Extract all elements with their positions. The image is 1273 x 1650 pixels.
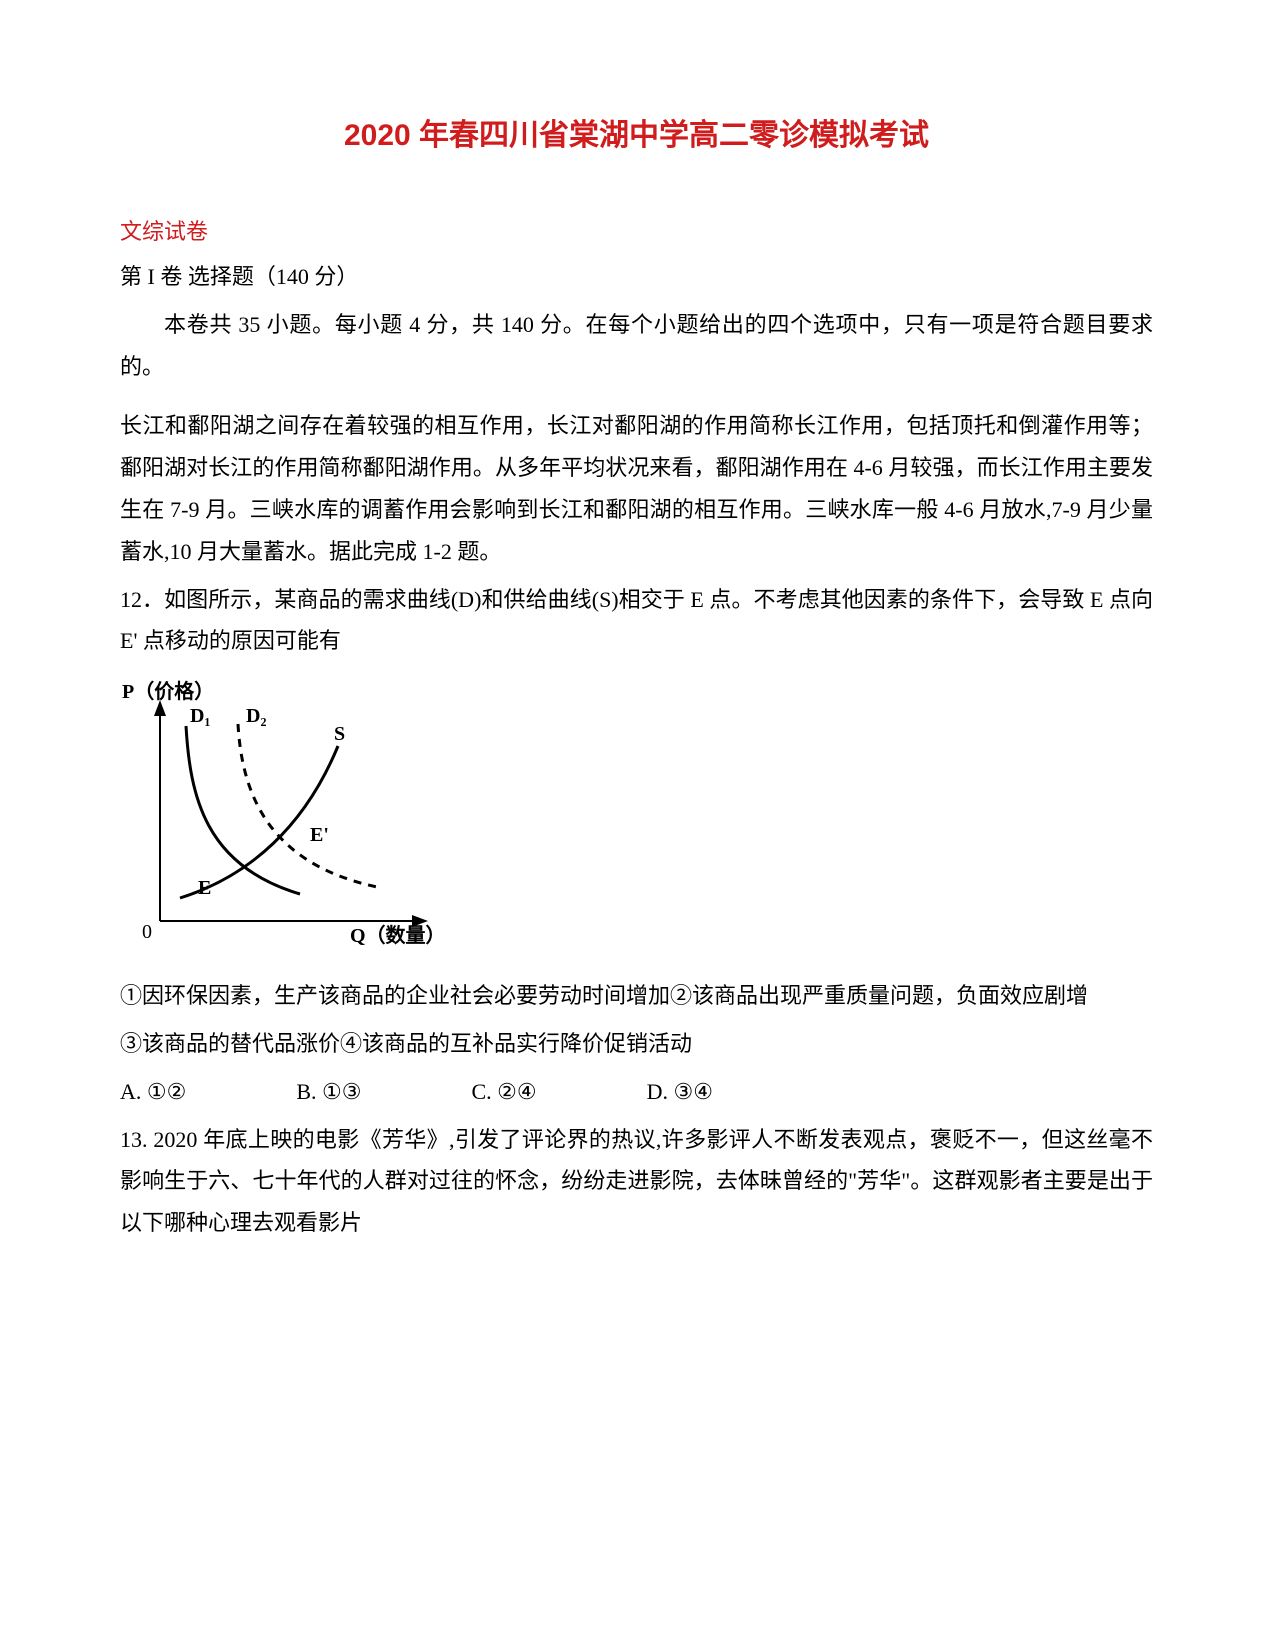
chart-svg: P（价格） 0 Q（数量） D₁ D₂ S E E' [120,676,480,956]
supply-demand-chart: P（价格） 0 Q（数量） D₁ D₂ S E E' [120,676,1153,961]
curve-d1-label: D₁ [190,705,210,727]
point-e-label: E [198,877,211,899]
reading-passage: 长江和鄱阳湖之间存在着较强的相互作用，长江对鄱阳湖的作用简称长江作用，包括顶托和… [120,405,1153,572]
page: 2020 年春四川省棠湖中学高二零诊模拟考试 文综试卷 第 I 卷 选择题（14… [0,0,1273,1650]
q13-stem: 13. 2020 年底上映的电影《芳华》,引发了评论界的热议,许多影评人不断发表… [120,1119,1153,1244]
q12-stem: 12．如图所示，某商品的需求曲线(D)和供给曲线(S)相交于 E 点。不考虑其他… [120,579,1153,663]
q12-option-a: A. ①② [120,1071,186,1113]
q12-statement-3-4: ③该商品的替代品涨价④该商品的互补品实行降价促销活动 [120,1023,1153,1065]
q12-options: A. ①② B. ①③ C. ②④ D. ③④ [120,1071,1153,1113]
subject-label: 文综试卷 [120,214,1153,246]
x-axis-label: Q（数量） [350,923,446,947]
q12-option-d: D. ③④ [647,1071,713,1113]
y-axis-label: P（价格） [122,679,214,703]
curve-d2 [238,724,382,888]
q12-statement-1-2: ①因环保因素，生产该商品的企业社会必要劳动时间增加②该商品出现严重质量问题，负面… [120,975,1153,1017]
q12-option-c: C. ②④ [471,1071,536,1113]
part-heading: 第 I 卷 选择题（140 分） [120,256,1153,298]
curve-d2-label: D₂ [246,705,266,727]
origin-label: 0 [142,921,152,943]
q12-option-b: B. ①③ [296,1071,361,1113]
curve-s-label: S [334,723,345,745]
document-title: 2020 年春四川省棠湖中学高二零诊模拟考试 [120,110,1153,154]
instructions: 本卷共 35 小题。每小题 4 分，共 140 分。在每个小题给出的四个选项中，… [120,304,1153,388]
point-e-prime-label: E' [310,824,329,846]
